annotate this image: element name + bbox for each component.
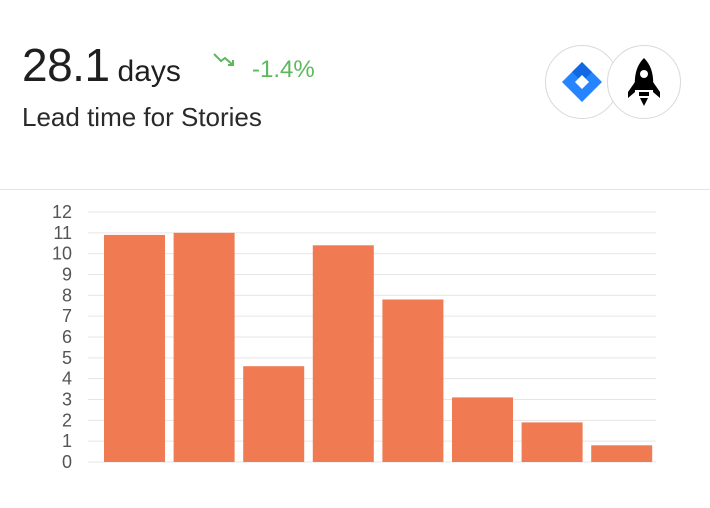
y-tick-label: 6 xyxy=(62,327,72,347)
y-tick-label: 4 xyxy=(62,369,72,389)
y-tick-label: 12 xyxy=(52,202,72,222)
jira-logo[interactable] xyxy=(545,45,619,119)
rocket-icon xyxy=(628,58,660,106)
y-tick-label: 8 xyxy=(62,285,72,305)
y-tick-label: 3 xyxy=(62,390,72,410)
metric-value: 28.1 xyxy=(22,39,110,91)
y-tick-label: 11 xyxy=(53,223,72,243)
bar-7[interactable] xyxy=(521,422,583,462)
bar-5[interactable] xyxy=(382,299,444,463)
y-tick-label: 9 xyxy=(62,265,72,285)
bar-8[interactable] xyxy=(591,445,653,462)
trend-down-icon xyxy=(213,53,234,66)
metric-unit: days xyxy=(117,55,181,88)
bar-1[interactable] xyxy=(104,234,165,462)
rocket-logo[interactable] xyxy=(607,45,681,119)
bar-6[interactable] xyxy=(452,397,513,462)
y-tick-label: 0 xyxy=(62,452,72,472)
y-tick-label: 10 xyxy=(52,244,72,264)
y-tick-label: 1 xyxy=(62,431,72,451)
bar-3[interactable] xyxy=(243,366,305,462)
y-tick-label: 5 xyxy=(62,348,72,368)
y-tick-label: 7 xyxy=(62,306,72,326)
y-tick-label: 2 xyxy=(62,410,72,430)
bar-2[interactable] xyxy=(173,232,235,462)
trend-value: -1.4% xyxy=(252,56,315,83)
divider xyxy=(0,189,710,190)
metric: 28.1 days xyxy=(22,38,181,92)
jira-icon xyxy=(562,62,602,102)
bars xyxy=(104,232,653,463)
metric-title: Lead time for Stories xyxy=(22,102,262,132)
trend-indicator: -1.4% xyxy=(212,48,315,84)
bar-4[interactable] xyxy=(312,245,374,462)
